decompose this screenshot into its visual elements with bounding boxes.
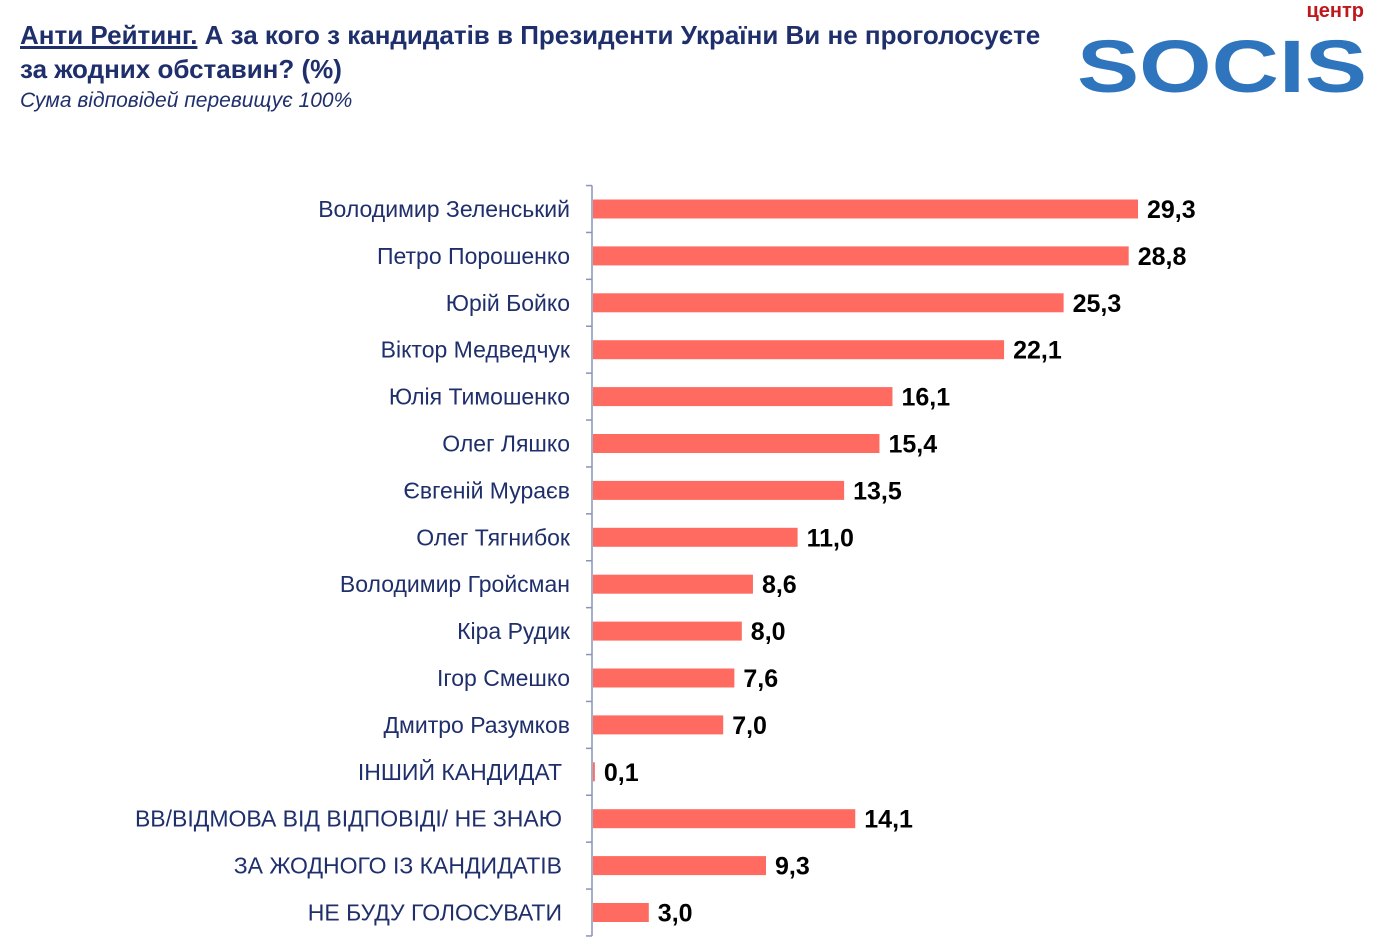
category-label: НЕ БУДУ ГОЛОСУВАТИ (308, 900, 562, 926)
value-label: 7,6 (743, 665, 778, 693)
value-label: 15,4 (888, 431, 937, 459)
bar (593, 199, 1138, 219)
socis-logo: центр SOCIS (1072, 0, 1372, 100)
category-label: Віктор Медведчук (381, 337, 571, 363)
category-label: Володимир Гройсман (340, 571, 570, 597)
category-label: ЗА ЖОДНОГО ІЗ КАНДИДАТІВ (234, 853, 562, 879)
value-label: 14,1 (864, 806, 913, 834)
category-label: Дмитро Разумков (383, 712, 570, 738)
category-label: Олег Тягнибок (416, 524, 571, 550)
bar (593, 480, 845, 500)
value-label: 11,0 (807, 524, 854, 552)
header: Анти Рейтинг. А за кого з кандидатів в П… (20, 18, 1060, 114)
bar (593, 527, 798, 547)
value-label: 22,1 (1013, 337, 1062, 365)
category-label: ВВ/ВІДМОВА ВІД ВІДПОВІДІ/ НЕ ЗНАЮ (135, 806, 562, 832)
category-label: Ігор Смешко (437, 665, 570, 691)
bar (593, 809, 856, 829)
category-label: Олег Ляшко (442, 431, 570, 457)
value-label: 16,1 (901, 384, 950, 412)
value-label: 3,0 (658, 900, 693, 928)
value-label: 8,0 (751, 618, 786, 646)
bar (593, 246, 1129, 266)
bar (593, 434, 880, 453)
logo-top-text: центр (1306, 0, 1364, 22)
chart-title: Анти Рейтинг. А за кого з кандидатів в П… (20, 18, 1060, 86)
bar (593, 762, 595, 782)
bar (593, 340, 1005, 360)
svg-text:SOCIS: SOCIS (1077, 25, 1367, 100)
category-label: Юлія Тимошенко (389, 384, 570, 410)
category-label: Євгеній Мураєв (403, 477, 570, 503)
bar (593, 293, 1064, 313)
bar (593, 856, 766, 876)
category-label: Кіра Рудик (457, 618, 571, 644)
value-label: 7,0 (732, 712, 767, 740)
bar (593, 668, 735, 688)
title-question: А за кого з кандидатів в Президенти Укра… (20, 20, 1041, 84)
category-label: ІНШИЙ КАНДИДАТ (358, 758, 562, 785)
category-label: Петро Порошенко (377, 243, 570, 269)
bar (593, 621, 742, 641)
category-label: Юрій Бойко (446, 290, 570, 316)
logo-brand-graphic: SOCIS (1077, 25, 1367, 100)
bar (593, 903, 649, 922)
title-highlight: Анти Рейтинг. (20, 20, 198, 50)
value-label: 0,1 (604, 759, 639, 787)
value-label: 9,3 (775, 853, 810, 881)
value-label: 13,5 (853, 477, 902, 505)
value-label: 8,6 (762, 571, 797, 599)
category-label: Володимир Зеленський (318, 196, 570, 222)
bar (593, 387, 893, 407)
value-label: 28,8 (1138, 243, 1187, 271)
bar (593, 574, 753, 594)
bar (593, 715, 724, 735)
value-label: 25,3 (1073, 290, 1122, 318)
chart-subtitle: Сума відповідей перевищує 100% (20, 89, 353, 112)
value-label: 29,3 (1147, 196, 1196, 224)
